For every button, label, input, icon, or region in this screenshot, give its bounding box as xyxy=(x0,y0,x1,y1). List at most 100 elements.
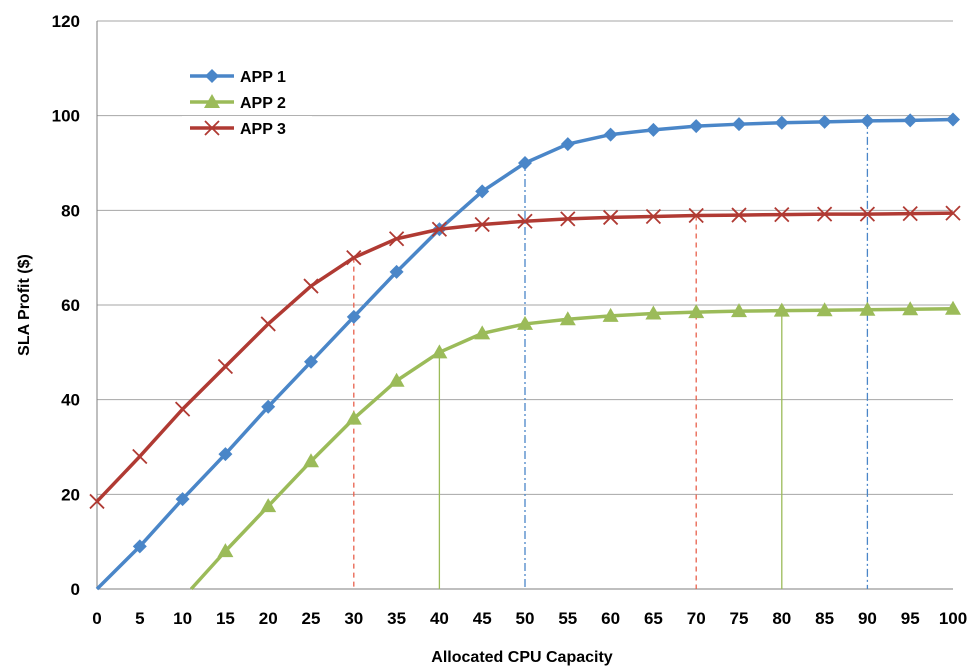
data-point xyxy=(945,205,961,221)
x-tick-label: 85 xyxy=(815,609,834,628)
y-tick-label: 20 xyxy=(61,485,80,504)
data-point xyxy=(217,358,234,375)
x-tick-label: 0 xyxy=(92,609,101,628)
data-point xyxy=(475,184,490,199)
data-point xyxy=(774,206,790,223)
legend-label: APP 1 xyxy=(240,69,286,86)
data-point xyxy=(859,301,876,316)
x-tick-label: 40 xyxy=(430,609,449,628)
data-point xyxy=(474,325,491,340)
data-point xyxy=(175,492,190,507)
data-point xyxy=(603,127,618,142)
data-point xyxy=(731,303,747,318)
data-point xyxy=(903,113,918,128)
data-point xyxy=(517,315,533,330)
x-tick-label: 80 xyxy=(772,609,791,628)
legend-marker xyxy=(205,69,219,83)
data-point xyxy=(518,156,532,170)
data-point xyxy=(816,302,833,317)
data-point xyxy=(559,311,576,326)
data-point xyxy=(132,448,148,465)
data-point xyxy=(431,344,448,359)
data-point xyxy=(174,401,191,417)
legend-label: APP 3 xyxy=(240,121,286,138)
data-point xyxy=(217,543,234,558)
x-tick-label: 70 xyxy=(687,609,706,628)
y-tick-label: 80 xyxy=(61,201,80,220)
x-tick-label: 65 xyxy=(644,609,663,628)
series-1 xyxy=(95,112,960,591)
y-tick-label: 100 xyxy=(52,107,80,126)
data-point xyxy=(902,301,919,316)
legend-marker xyxy=(204,120,220,136)
data-point xyxy=(388,372,405,387)
x-tick-label: 90 xyxy=(858,609,877,628)
data-point xyxy=(774,115,789,130)
data-point xyxy=(902,206,918,222)
data-point xyxy=(132,539,147,554)
data-point xyxy=(517,213,533,229)
data-point xyxy=(602,307,619,322)
series-line xyxy=(189,307,954,591)
y-tick-label: 40 xyxy=(61,391,80,410)
data-point xyxy=(304,354,318,369)
legend-label: APP 2 xyxy=(240,95,286,112)
x-tick-label: 15 xyxy=(216,609,235,628)
y-tick-labels: 0 20 40 60 80 100 120 xyxy=(52,12,80,599)
x-tick-label: 10 xyxy=(173,609,192,628)
x-tick-label: 60 xyxy=(601,609,620,628)
x-tick-label: 75 xyxy=(730,609,749,628)
y-axis-title: SLA Profit ($) xyxy=(16,254,33,356)
x-tick-label: 45 xyxy=(473,609,492,628)
data-point xyxy=(859,206,876,222)
x-tick-labels: 0 5 10 15 20 25 30 35 40 45 50 55 60 65 70 75 80 85 90 95 10… xyxy=(92,609,967,628)
data-point xyxy=(688,207,704,224)
data-point xyxy=(646,122,661,137)
gridlines xyxy=(96,20,953,590)
reference-lines xyxy=(353,120,869,589)
data-point xyxy=(860,113,875,128)
x-tick-label: 5 xyxy=(135,609,144,628)
data-point xyxy=(346,309,361,324)
data-point xyxy=(260,316,276,332)
x-tick-label: 50 xyxy=(516,609,535,628)
data-point xyxy=(946,112,960,127)
data-point xyxy=(773,302,790,317)
data-point xyxy=(602,209,619,226)
data-point xyxy=(945,300,961,315)
data-point xyxy=(303,453,319,468)
x-tick-label: 25 xyxy=(302,609,321,628)
data-point xyxy=(645,208,662,225)
x-axis-title: Allocated CPU Capacity xyxy=(431,649,612,666)
data-point xyxy=(817,114,832,129)
data-point xyxy=(303,278,319,294)
x-tick-label: 55 xyxy=(558,609,577,628)
data-point xyxy=(816,206,833,222)
data-point xyxy=(645,305,662,320)
data-point xyxy=(431,221,448,237)
legend: APP 1 APP 2 APP 3 xyxy=(182,64,312,140)
data-point xyxy=(732,117,746,132)
data-point xyxy=(346,250,362,266)
data-point xyxy=(560,137,575,152)
y-tick-label: 60 xyxy=(61,296,80,315)
legend-marker xyxy=(204,94,220,108)
data-point xyxy=(388,231,405,247)
data-point xyxy=(560,211,576,227)
data-point xyxy=(345,410,362,425)
data-point xyxy=(218,447,233,462)
y-tick-label: 120 xyxy=(52,12,80,31)
x-tick-label: 35 xyxy=(387,609,406,628)
series-3 xyxy=(89,205,961,510)
data-point xyxy=(389,264,404,279)
series-layer xyxy=(89,112,961,591)
data-point xyxy=(688,304,705,319)
data-point xyxy=(261,399,276,414)
x-tick-label: 100 xyxy=(939,609,967,628)
data-point xyxy=(260,498,277,513)
series-2 xyxy=(189,300,961,591)
x-tick-label: 20 xyxy=(259,609,278,628)
data-point xyxy=(689,119,704,134)
data-point xyxy=(731,207,747,223)
